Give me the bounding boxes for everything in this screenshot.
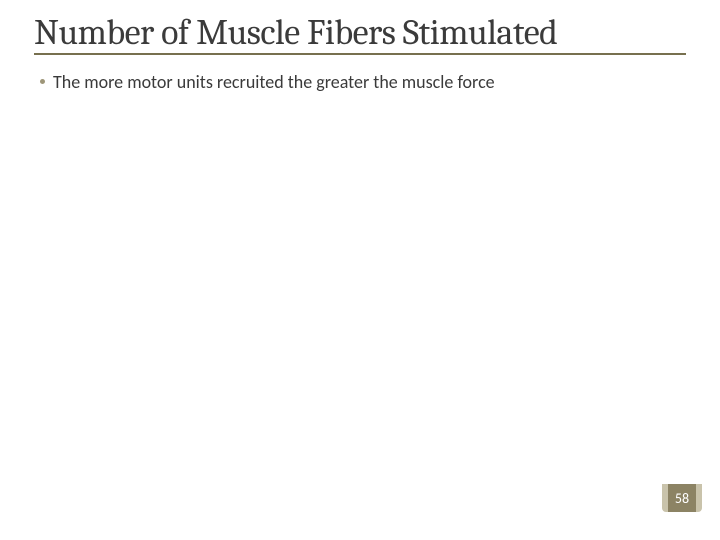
list-item: The more motor units recruited the great… — [40, 71, 686, 93]
bullet-dot-icon — [40, 79, 45, 84]
slide: Number of Muscle Fibers Stimulated The m… — [0, 0, 720, 540]
page-number: 58 — [675, 490, 689, 507]
slide-title: Number of Muscle Fibers Stimulated — [34, 14, 686, 55]
bracket-left-icon — [662, 484, 668, 512]
bullet-text: The more motor units recruited the great… — [53, 71, 495, 93]
bullet-list: The more motor units recruited the great… — [34, 71, 686, 93]
bracket-right-icon — [696, 484, 702, 512]
page-number-badge: 58 — [668, 484, 696, 512]
